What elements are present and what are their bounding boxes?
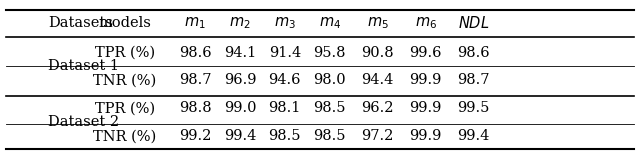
Text: 98.7: 98.7 bbox=[458, 73, 490, 87]
Text: 90.8: 90.8 bbox=[362, 46, 394, 60]
Text: 98.8: 98.8 bbox=[179, 101, 211, 115]
Text: 98.0: 98.0 bbox=[314, 73, 346, 87]
Text: $m_6$: $m_6$ bbox=[415, 16, 436, 31]
Text: 99.4: 99.4 bbox=[224, 129, 256, 143]
Text: models: models bbox=[99, 16, 151, 30]
Text: TNR (%): TNR (%) bbox=[93, 73, 156, 87]
Text: 99.9: 99.9 bbox=[410, 129, 442, 143]
Text: $m_4$: $m_4$ bbox=[319, 16, 340, 31]
Text: $m_3$: $m_3$ bbox=[274, 16, 296, 31]
Text: TPR (%): TPR (%) bbox=[95, 46, 155, 60]
Text: 97.2: 97.2 bbox=[362, 129, 394, 143]
Text: 98.6: 98.6 bbox=[458, 46, 490, 60]
Text: 96.9: 96.9 bbox=[224, 73, 256, 87]
Text: 91.4: 91.4 bbox=[269, 46, 301, 60]
Text: 98.1: 98.1 bbox=[269, 101, 301, 115]
Text: 94.6: 94.6 bbox=[269, 73, 301, 87]
Text: 98.6: 98.6 bbox=[179, 46, 211, 60]
Text: 94.4: 94.4 bbox=[362, 73, 394, 87]
Text: Dataset 2: Dataset 2 bbox=[48, 115, 119, 129]
Text: $m_2$: $m_2$ bbox=[229, 16, 251, 31]
Text: 99.0: 99.0 bbox=[224, 101, 256, 115]
Text: 99.9: 99.9 bbox=[410, 73, 442, 87]
Text: Dataset 1: Dataset 1 bbox=[48, 59, 119, 74]
Text: TPR (%): TPR (%) bbox=[95, 101, 155, 115]
Text: 94.1: 94.1 bbox=[224, 46, 256, 60]
Text: Datasets: Datasets bbox=[48, 16, 113, 30]
Text: 98.5: 98.5 bbox=[314, 101, 346, 115]
Text: 99.2: 99.2 bbox=[179, 129, 211, 143]
Text: 98.5: 98.5 bbox=[314, 129, 346, 143]
Text: $NDL$: $NDL$ bbox=[458, 16, 490, 31]
Text: 99.5: 99.5 bbox=[458, 101, 490, 115]
Text: 99.9: 99.9 bbox=[410, 101, 442, 115]
Text: $m_1$: $m_1$ bbox=[184, 16, 206, 31]
Text: 99.6: 99.6 bbox=[410, 46, 442, 60]
Text: TNR (%): TNR (%) bbox=[93, 129, 156, 143]
Text: 99.4: 99.4 bbox=[458, 129, 490, 143]
Text: 98.5: 98.5 bbox=[269, 129, 301, 143]
Text: 95.8: 95.8 bbox=[314, 46, 346, 60]
Text: $m_5$: $m_5$ bbox=[367, 16, 388, 31]
Text: 96.2: 96.2 bbox=[362, 101, 394, 115]
Text: 98.7: 98.7 bbox=[179, 73, 211, 87]
